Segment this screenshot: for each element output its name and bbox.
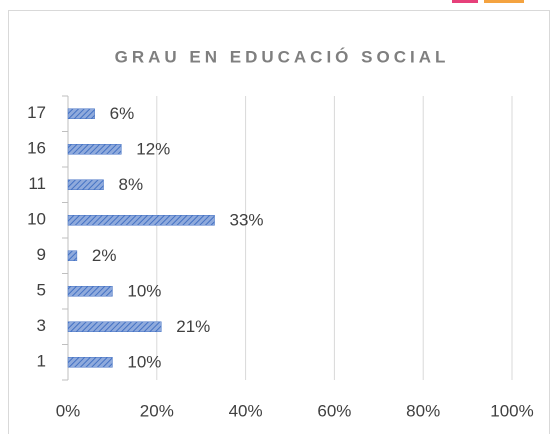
x-tick-label: 60% [317,401,351,420]
x-tick-label: 100% [490,401,533,420]
bar [67,250,78,261]
x-tick-label: 0% [56,401,81,420]
bar [67,215,215,226]
y-tick-label: 9 [37,245,46,264]
x-tick-label: 20% [140,401,174,420]
y-tick-label: 10 [27,210,46,229]
data-label: 6% [110,104,135,123]
data-label: 8% [119,175,144,194]
chart-frame [8,10,550,434]
bar [67,179,104,190]
y-tick-label: 1 [37,352,46,371]
bar [67,286,113,297]
data-label: 12% [136,140,170,159]
bar [67,108,95,119]
data-label: 21% [176,317,210,336]
data-label: 33% [230,211,264,230]
y-tick-label: 16 [27,139,46,158]
tab-pink [452,0,478,3]
x-tick-label: 80% [406,401,440,420]
data-label: 10% [127,353,161,372]
bar [67,321,162,332]
bar [67,357,113,368]
y-tick-label: 11 [28,174,46,193]
x-tick-label: 40% [229,401,263,420]
y-tick-label: 5 [37,281,46,300]
y-tick-label: 17 [27,103,46,122]
y-tick-label: 3 [37,316,46,335]
bar [67,144,122,155]
tab-orange [484,0,524,3]
chart-title: GRAU EN EDUCACIÓ SOCIAL [115,47,450,66]
data-label: 2% [92,246,117,265]
data-label: 10% [127,282,161,301]
